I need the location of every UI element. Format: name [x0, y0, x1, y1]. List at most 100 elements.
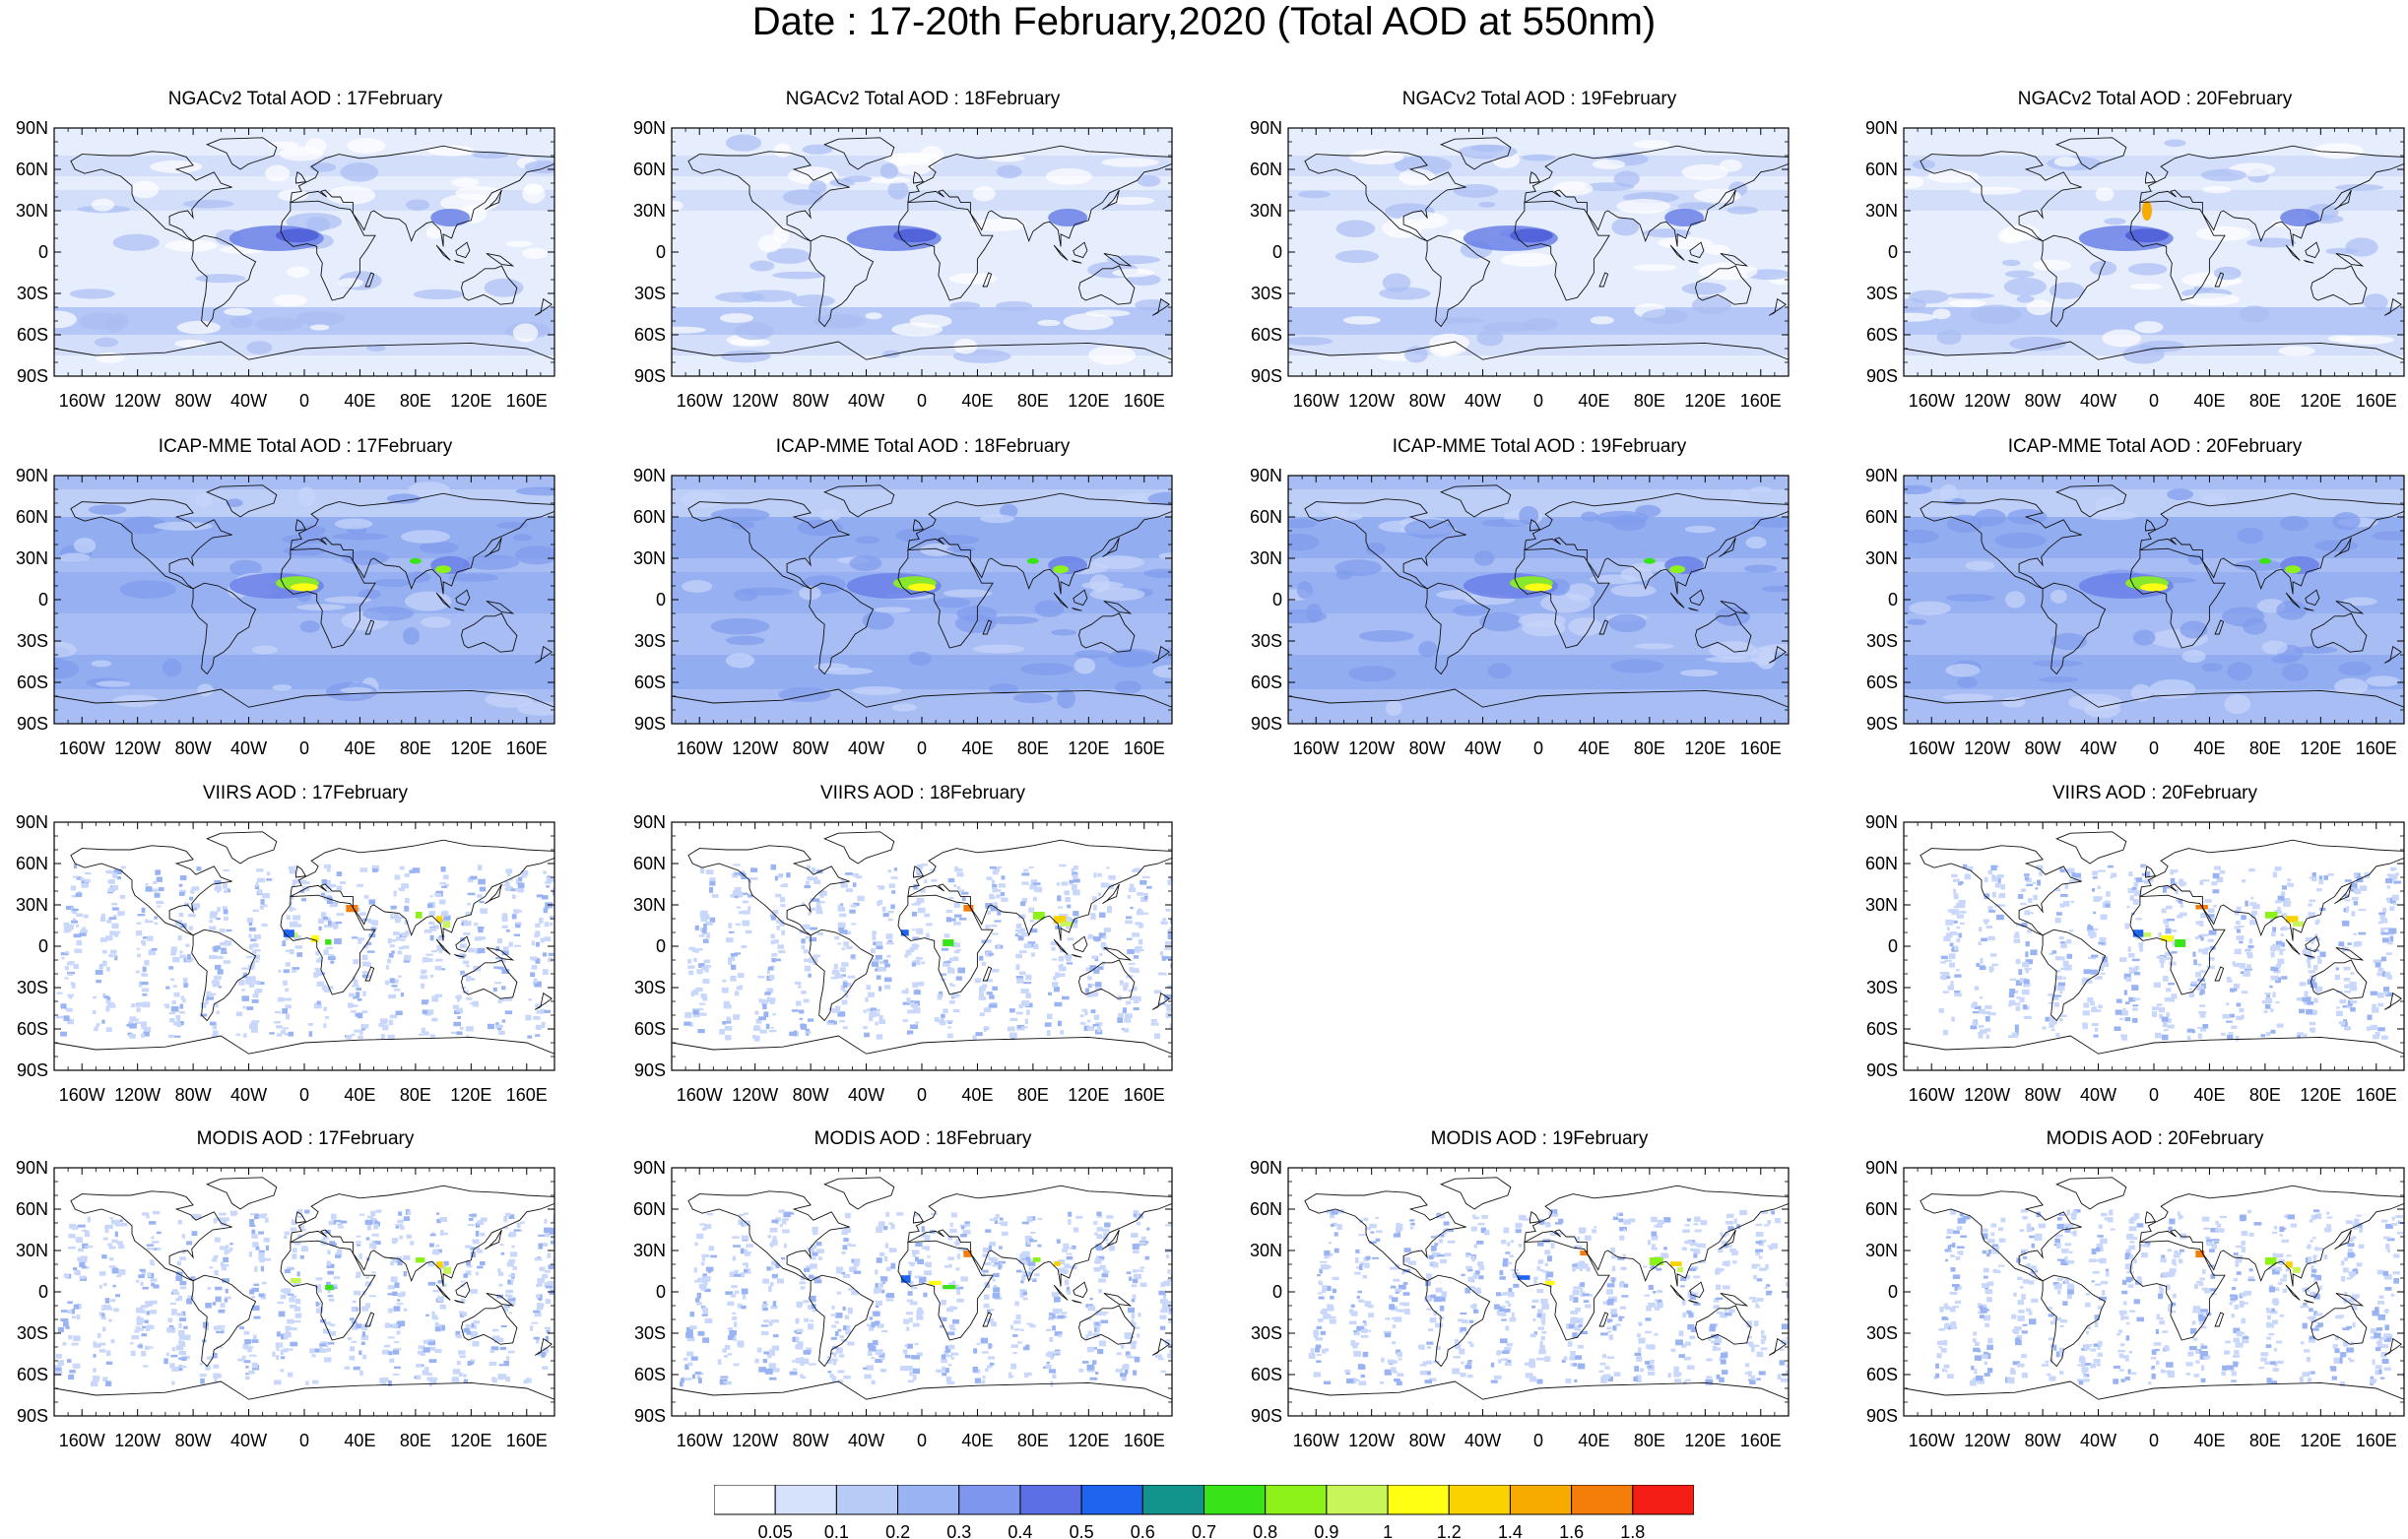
lon-tick-label: 40W [2080, 1431, 2116, 1450]
aod-field [1904, 476, 2404, 724]
coastlines [1904, 137, 2404, 376]
lon-tick-label: 160E [506, 738, 548, 758]
lon-tick-label: 40W [1464, 738, 1501, 758]
lon-tick-label: 0 [1533, 1431, 1543, 1450]
lat-tick-label: 0 [38, 1282, 48, 1302]
lon-tick-label: 120W [732, 1431, 778, 1450]
lat-tick-label: 60N [1250, 1199, 1282, 1219]
coastlines [672, 484, 1172, 724]
lon-tick-label: 40W [1464, 1431, 1501, 1450]
lat-tick-label: 30N [16, 201, 48, 221]
lon-tick-label: 160W [1909, 391, 1955, 411]
lat-tick-label: 0 [1272, 590, 1282, 609]
lon-tick-label: 160E [1740, 1431, 1782, 1450]
aod-field [1904, 822, 2404, 1070]
colorbar-box [714, 1485, 776, 1515]
lat-tick-label: 60S [1251, 325, 1282, 345]
lon-tick-label: 120E [1068, 391, 1109, 411]
lat-tick-label: 30N [1865, 1241, 1898, 1260]
lat-tick-label: 60S [1866, 673, 1898, 692]
lat-tick-label: 60N [16, 854, 48, 873]
lat-tick-label: 0 [1272, 1282, 1282, 1302]
colorbar-box [1204, 1485, 1267, 1515]
lon-tick-label: 160W [1909, 1085, 1955, 1105]
coastlines [1904, 831, 2404, 1070]
lat-tick-label: 90N [1250, 1158, 1282, 1178]
lon-tick-label: 120W [1964, 738, 2010, 758]
lat-tick-label: 60S [1251, 673, 1282, 692]
lon-tick-label: 160W [1293, 1431, 1339, 1450]
lon-tick-label: 80W [2025, 1431, 2061, 1450]
colorbar-box [835, 1485, 899, 1515]
lat-tick-label: 30S [634, 284, 666, 303]
colorbar-label: 0.9 [1314, 1522, 1338, 1539]
lon-tick-label: 160W [59, 1431, 105, 1450]
lat-tick-label: 30S [17, 978, 48, 997]
lon-tick-label: 40E [961, 1085, 993, 1105]
map-plot: 90N 60N 30N 0 30S 60S 90S 160W 120W 80W 40W 0 40E 80E… [1250, 1158, 1790, 1450]
lon-tick-label: 40W [848, 391, 884, 411]
colorbar-box [1509, 1485, 1573, 1515]
lat-tick-label: 90N [16, 1158, 48, 1178]
lon-tick-label: 40E [961, 1431, 993, 1450]
lon-tick-label: 120E [2300, 391, 2341, 411]
panel-title: MODIS AOD : 19February [1430, 1128, 1649, 1149]
colorbar-box [958, 1485, 1021, 1515]
lat-tick-label: 60N [1865, 507, 1898, 527]
map-panel: NGACv2 Total AOD : 17February 90N 60N 30N 0 3… [0, 89, 591, 428]
lon-tick-label: 80W [2025, 738, 2061, 758]
lat-tick-label: 0 [1888, 936, 1898, 956]
lat-tick-label: 30S [1866, 284, 1898, 303]
lon-tick-label: 40E [2193, 1085, 2225, 1105]
colorbar-box [1141, 1485, 1204, 1515]
lon-tick-label: 40E [961, 391, 993, 411]
colorbar-label: 1.4 [1498, 1522, 1523, 1539]
lon-tick-label: 40E [1578, 738, 1609, 758]
lon-tick-label: 80E [2249, 1085, 2281, 1105]
lat-tick-label: 60S [1866, 1019, 1898, 1039]
colorbar-label: 0.7 [1192, 1522, 1216, 1539]
panel-title: VIIRS AOD : 20February [2051, 783, 2258, 803]
panel-title: VIIRS AOD : 17February [202, 783, 409, 803]
lat-tick-label: 30N [16, 1241, 48, 1260]
panel-title: VIIRS AOD : 18February [819, 783, 1026, 803]
lat-tick-label: 90S [17, 366, 48, 386]
lon-tick-label: 160E [506, 1085, 548, 1105]
lon-tick-label: 160W [677, 1085, 723, 1105]
lat-tick-label: 60S [17, 1019, 48, 1039]
lon-tick-label: 120E [1684, 1431, 1725, 1450]
lon-tick-label: 120W [1348, 391, 1395, 411]
map-panel: ICAP-MME Total AOD : 19February 90N 60N 30N… [1234, 436, 1825, 776]
lon-tick-label: 120E [450, 738, 491, 758]
lat-tick-label: 0 [656, 590, 666, 609]
lat-tick-label: 90S [1866, 1060, 1898, 1080]
lon-tick-label: 0 [917, 738, 927, 758]
lon-tick-label: 120E [2300, 1085, 2341, 1105]
lon-tick-label: 160E [2356, 1431, 2397, 1450]
map-panel: VIIRS AOD : 18February 90N 60N 30N 0 30S 60S 90… [618, 783, 1208, 1122]
map-plot: 90N 60N 30N 0 30S 60S 90S 160W 120W 80W 40W 0 40E 80E… [1865, 466, 2405, 758]
lat-tick-label: 60N [1865, 854, 1898, 873]
map-plot: 90N 60N 30N 0 30S 60S 90S 160W 120W 80W 40W 0 40E 80E… [16, 118, 555, 411]
lon-tick-label: 40W [2080, 1085, 2116, 1105]
lon-tick-label: 120E [1684, 738, 1725, 758]
lat-tick-label: 90N [16, 812, 48, 832]
lat-tick-label: 60S [634, 673, 666, 692]
lat-tick-label: 30S [17, 1323, 48, 1343]
lon-tick-label: 160E [2356, 738, 2397, 758]
map-panel: MODIS AOD : 18February 90N 60N 30N 0 30S 60S 90… [618, 1128, 1208, 1468]
lon-tick-label: 120W [732, 391, 778, 411]
lat-tick-label: 60N [1250, 160, 1282, 179]
lat-tick-label: 30S [1251, 1323, 1282, 1343]
lat-tick-label: 30S [1866, 1323, 1898, 1343]
coastlines [1288, 137, 1789, 376]
map-plot: 90N 60N 30N 0 30S 60S 90S 160W 120W 80W 40W 0 40E 80E… [1865, 812, 2405, 1105]
lon-tick-label: 80W [175, 391, 212, 411]
lon-tick-label: 80E [1017, 738, 1049, 758]
lon-tick-label: 120W [1348, 738, 1395, 758]
lon-tick-label: 40W [2080, 391, 2116, 411]
lon-tick-label: 80W [1409, 1431, 1446, 1450]
lon-tick-label: 160E [506, 1431, 548, 1450]
aod-field [1288, 476, 1789, 724]
lat-tick-label: 90S [634, 366, 666, 386]
